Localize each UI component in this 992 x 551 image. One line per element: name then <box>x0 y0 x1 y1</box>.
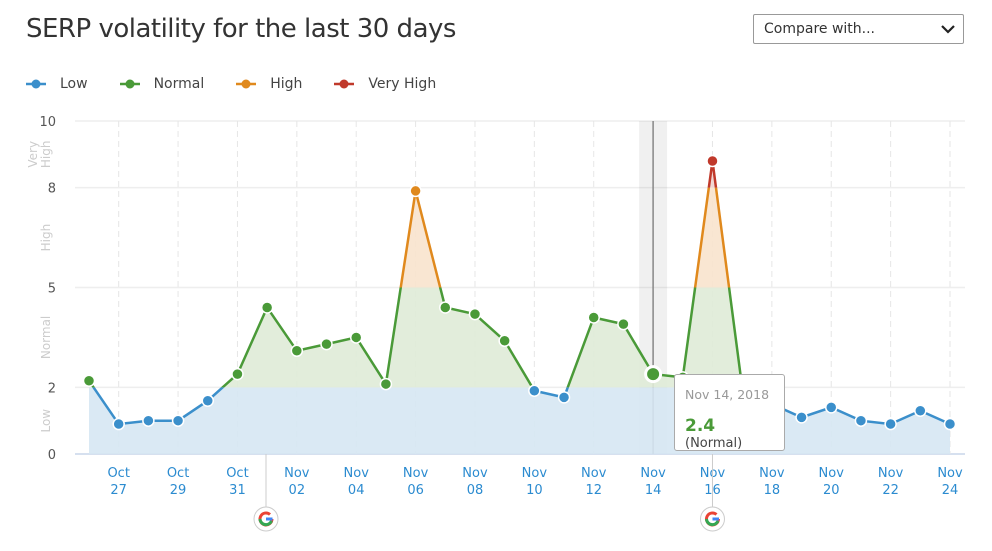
x-tick-label: Nov <box>878 466 904 481</box>
legend-marker-icon <box>26 79 46 89</box>
data-point[interactable] <box>112 417 125 431</box>
x-tick-label: Nov <box>581 466 607 481</box>
x-tick-label: Nov <box>462 466 488 481</box>
data-point[interactable] <box>824 401 838 414</box>
band-label: High <box>39 141 53 169</box>
legend-label: High <box>270 76 303 92</box>
data-point[interactable] <box>557 391 571 404</box>
legend-label: Low <box>60 76 88 92</box>
data-point[interactable] <box>409 184 422 198</box>
data-point[interactable] <box>884 417 897 431</box>
x-tick-label: Oct <box>107 466 129 481</box>
x-tick-label: 18 <box>764 483 781 498</box>
x-tick-label: 22 <box>882 483 899 498</box>
legend: Low Normal High Very High <box>26 76 436 92</box>
y-tick-label: 5 <box>48 282 56 297</box>
data-point[interactable] <box>644 365 663 384</box>
legend-item-low[interactable]: Low <box>26 76 88 92</box>
band-label: Low <box>39 409 53 433</box>
x-tick-label: 02 <box>289 483 306 498</box>
legend-label: Normal <box>153 76 205 92</box>
page-title: SERP volatility for the last 30 days <box>26 14 456 44</box>
data-point[interactable] <box>943 417 957 431</box>
tooltip-band: (Normal) <box>685 436 743 451</box>
data-point[interactable] <box>854 414 868 427</box>
data-point[interactable] <box>290 344 304 358</box>
y-tick-label: 10 <box>39 115 56 130</box>
x-tick-label: 31 <box>229 483 246 498</box>
data-point[interactable] <box>201 394 215 407</box>
line-normal <box>87 287 745 388</box>
legend-marker-icon <box>119 79 140 89</box>
x-tick-label: 04 <box>348 483 365 498</box>
x-tick-label: 12 <box>585 483 602 498</box>
data-point[interactable] <box>617 317 630 331</box>
tooltip-value: 2.4 <box>685 416 716 436</box>
legend-item-normal[interactable]: Normal <box>119 76 205 92</box>
data-point[interactable] <box>231 367 244 381</box>
band-label: Normal <box>39 316 53 359</box>
legend-label: Very High <box>368 76 437 92</box>
data-point[interactable] <box>528 384 541 397</box>
compare-dropdown[interactable]: Compare with... <box>753 14 964 44</box>
area-high <box>400 187 730 288</box>
data-point[interactable] <box>260 301 274 314</box>
legend-item-very-high[interactable]: Very High <box>334 76 436 92</box>
y-tick-label: 8 <box>48 182 56 197</box>
data-point[interactable] <box>439 301 452 314</box>
band-label: Very <box>26 141 40 168</box>
google-update-icon[interactable] <box>253 506 279 532</box>
x-tick-label: Nov <box>284 466 310 481</box>
x-tick-label: 24 <box>942 483 959 498</box>
tooltip: Nov 14, 2018 2.4 (Normal) <box>674 374 785 451</box>
x-tick-label: 08 <box>467 483 484 498</box>
data-point[interactable] <box>587 311 600 324</box>
x-tick-label: 06 <box>407 483 424 498</box>
legend-marker-icon <box>334 79 355 89</box>
x-tick-label: Oct <box>226 466 248 481</box>
x-tick-label: 29 <box>170 483 187 498</box>
data-point[interactable] <box>379 377 393 391</box>
x-tick-label: 14 <box>645 483 662 498</box>
y-tick-label: 0 <box>48 448 56 463</box>
legend-item-high[interactable]: High <box>236 76 302 92</box>
x-tick-label: Nov <box>344 466 370 481</box>
data-point[interactable] <box>171 414 185 427</box>
google-update-icon[interactable] <box>699 506 725 532</box>
legend-marker-icon <box>236 79 257 89</box>
x-tick-label: Nov <box>819 466 845 481</box>
chevron-down-icon <box>941 25 955 34</box>
compare-label: Compare with... <box>764 21 876 37</box>
data-point[interactable] <box>914 404 927 417</box>
data-point[interactable] <box>82 374 96 387</box>
data-point[interactable] <box>468 307 482 321</box>
x-tick-label: Oct <box>167 466 189 481</box>
x-tick-label: 27 <box>110 483 127 498</box>
data-point[interactable] <box>498 334 511 348</box>
data-point[interactable] <box>706 154 719 168</box>
data-point[interactable] <box>795 411 808 424</box>
x-tick-label: 10 <box>526 483 543 498</box>
data-point[interactable] <box>349 331 363 344</box>
x-tick-label: Nov <box>640 466 666 481</box>
data-point[interactable] <box>142 414 155 427</box>
y-tick-label: 2 <box>48 381 56 396</box>
band-label: High <box>39 224 53 252</box>
x-tick-label: Nov <box>403 466 429 481</box>
area-normal <box>89 287 743 388</box>
x-tick-label: Nov <box>759 466 785 481</box>
x-tick-label: 20 <box>823 483 840 498</box>
x-tick-label: Nov <box>522 466 548 481</box>
tooltip-date: Nov 14, 2018 <box>685 387 770 402</box>
x-tick-label: Nov <box>937 466 963 481</box>
data-point[interactable] <box>320 337 333 351</box>
